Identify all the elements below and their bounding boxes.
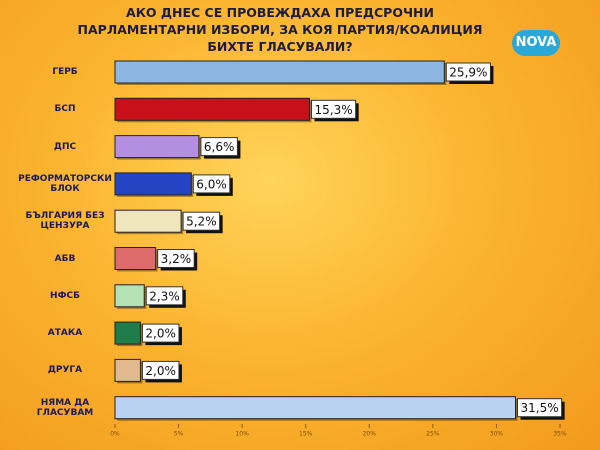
y-tick-label: АБВ <box>54 253 76 264</box>
y-tick-label: БСП <box>54 104 76 115</box>
value-label: 15,3% <box>315 103 353 117</box>
value-label: 3,2% <box>161 252 192 266</box>
y-tick-label: НФСБ <box>50 290 80 301</box>
value-label-box <box>311 99 357 119</box>
bar <box>114 209 182 233</box>
y-tick-label: ДРУГА <box>47 365 83 376</box>
value-label-box <box>157 249 195 268</box>
y-tick-label: БЪЛГАРИЯ БЕЗ ЦЕНЗУРА <box>25 211 105 232</box>
chart-title: АКО ДНЕС СЕ ПРОВЕЖДАХА ПРЕДСРОЧНИ ПАРЛАМ… <box>77 5 483 54</box>
bar <box>114 321 141 345</box>
y-tick-label: НЯМА ДА ГЛАСУВАМ <box>36 397 94 418</box>
x-tick-label: 30% <box>490 431 504 438</box>
y-tick-label: АТАКА <box>47 328 83 339</box>
value-label: 25,9% <box>449 66 487 80</box>
bar <box>114 60 445 84</box>
x-tick-label: 20% <box>363 431 377 438</box>
bar <box>114 396 516 420</box>
y-tick-label: ГЕРБ <box>52 67 78 77</box>
bar <box>114 135 200 159</box>
bar <box>114 358 141 382</box>
value-label-box <box>145 286 184 306</box>
value-label: 2,3% <box>149 289 180 303</box>
value-label: 6,6% <box>204 140 235 154</box>
x-tick-label: 15% <box>299 431 313 438</box>
bar <box>114 284 145 308</box>
value-label: 2,0% <box>145 327 176 341</box>
value-label-box <box>141 360 180 380</box>
x-tick-label: 0% <box>110 431 120 438</box>
value-label-box <box>192 174 231 194</box>
x-tick-label: 35% <box>553 431 567 438</box>
value-label-box <box>445 62 491 82</box>
x-tick-label: 5% <box>174 431 184 438</box>
bar <box>114 247 157 270</box>
value-label: 5,2% <box>186 215 217 229</box>
logo: NOVA <box>512 30 560 56</box>
value-label-box <box>141 323 180 343</box>
bar <box>114 172 192 196</box>
value-label: 2,0% <box>145 364 176 378</box>
bar <box>114 97 311 121</box>
y-tick-label: РЕФОРМАТОРСКИ БЛОК <box>18 173 112 194</box>
value-label-box <box>200 137 238 157</box>
value-label-box <box>182 211 221 231</box>
value-label: 6,0% <box>196 177 227 191</box>
y-tick-label: ДПС <box>53 141 77 152</box>
value-label: 31,5% <box>521 401 559 415</box>
value-label-box <box>517 398 563 418</box>
x-tick-label: 25% <box>426 431 440 438</box>
x-tick-label: 10% <box>235 431 249 438</box>
